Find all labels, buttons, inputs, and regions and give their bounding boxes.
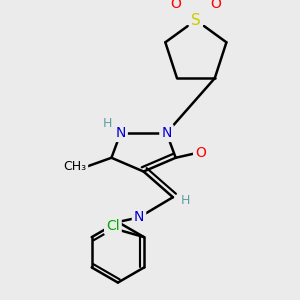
Text: O: O xyxy=(211,0,221,11)
Text: H: H xyxy=(103,117,112,130)
Text: O: O xyxy=(170,0,181,11)
Text: N: N xyxy=(116,126,126,140)
Text: Cl: Cl xyxy=(106,219,120,233)
Text: S: S xyxy=(191,13,201,28)
Text: N: N xyxy=(161,126,172,140)
Text: N: N xyxy=(134,210,144,224)
Text: H: H xyxy=(181,194,190,207)
Text: CH₃: CH₃ xyxy=(63,160,86,173)
Text: O: O xyxy=(195,146,206,160)
